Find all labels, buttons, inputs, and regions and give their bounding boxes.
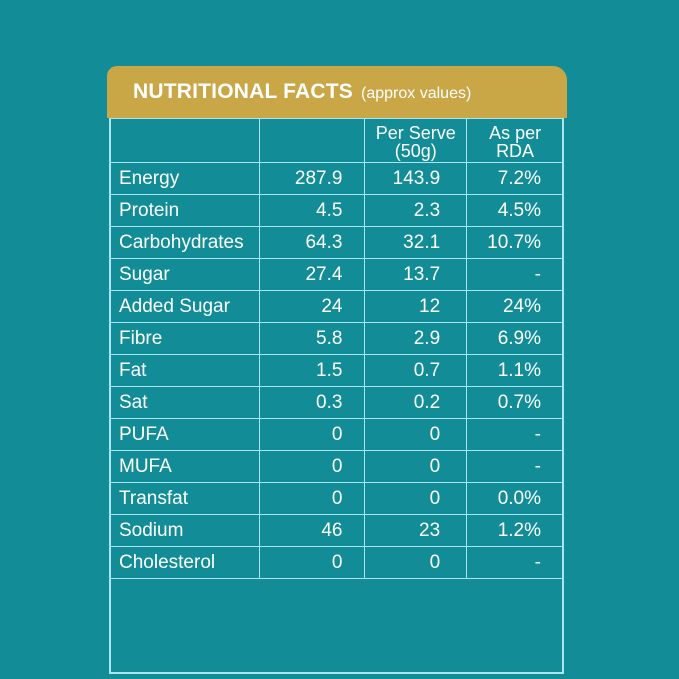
nutrient-name: Carbohydrates xyxy=(109,226,260,259)
table-row: Added Sugar 24 12 24% xyxy=(109,290,564,323)
value-rda: 24% xyxy=(466,290,564,323)
value-rda: 6.9% xyxy=(466,322,564,355)
nutrient-name: Protein xyxy=(109,194,260,227)
value-per-serve: 0.7 xyxy=(364,354,468,387)
nutrient-name: Sodium xyxy=(109,514,260,547)
value-per-100: 0 xyxy=(258,482,366,515)
value-per-serve: 2.3 xyxy=(364,194,468,227)
value-rda: 0.7% xyxy=(466,386,564,419)
column-header-per-serve: Per Serve (50g) xyxy=(364,118,468,163)
table-row: Fat 1.5 0.7 1.1% xyxy=(109,354,564,387)
nutrient-name: Fibre xyxy=(109,322,260,355)
value-rda: 0.0% xyxy=(466,482,564,515)
table-row: Protein 4.5 2.3 4.5% xyxy=(109,194,564,227)
nutrition-header: NUTRITIONAL FACTS (approx values) xyxy=(107,66,567,118)
nutrition-rows: Energy 287.9 143.9 7.2% Protein 4.5 2.3 4.5% Car… xyxy=(109,162,564,579)
table-row: Energy 287.9 143.9 7.2% xyxy=(109,162,564,195)
value-per-serve: 0 xyxy=(364,482,468,515)
table-row: PUFA 0 0- xyxy=(109,418,564,451)
value-per-100: 4.5 xyxy=(258,194,366,227)
value-rda: - xyxy=(466,450,564,483)
value-per-100: 287.9 xyxy=(258,162,366,195)
nutrient-name: Energy xyxy=(109,162,260,195)
column-header-rda: As per RDA xyxy=(466,118,564,163)
value-rda: 4.5% xyxy=(466,194,564,227)
nutrition-subtitle: (approx values) xyxy=(361,84,472,102)
value-rda: - xyxy=(466,418,564,451)
value-per-100: 27.4 xyxy=(258,258,366,291)
table-row: Fibre 5.8 2.9 6.9% xyxy=(109,322,564,355)
column-header-per-100 xyxy=(258,118,366,163)
nutrition-table: Per Serve (50g) As per RDA Energy 287.9 14… xyxy=(109,118,564,579)
value-per-serve: 0 xyxy=(364,450,468,483)
table-row: Transfat 0 0 0.0% xyxy=(109,482,564,515)
nutrient-name: Fat xyxy=(109,354,260,387)
table-row: Sugar 27.4 13.7- xyxy=(109,258,564,291)
value-rda: 1.2% xyxy=(466,514,564,547)
nutrient-name: MUFA xyxy=(109,450,260,483)
value-per-100: 5.8 xyxy=(258,322,366,355)
value-rda: - xyxy=(466,546,564,579)
per-serve-line1: Per Serve xyxy=(375,123,456,143)
nutrition-card: NUTRITIONAL FACTS (approx values) Per Se… xyxy=(107,66,567,674)
per-serve-line2: (50g) xyxy=(394,141,437,161)
value-rda: 1.1% xyxy=(466,354,564,387)
value-per-100: 0 xyxy=(258,450,366,483)
nutrition-table-frame: Per Serve (50g) As per RDA Energy 287.9 14… xyxy=(109,118,564,674)
value-per-serve: 12 xyxy=(364,290,468,323)
table-row: Cholesterol 0 0- xyxy=(109,546,564,579)
rda-line1: As per xyxy=(489,123,542,143)
value-per-100: 1.5 xyxy=(258,354,366,387)
nutrition-title: NUTRITIONAL FACTS xyxy=(133,80,354,103)
value-rda: - xyxy=(466,258,564,291)
value-per-100: 46 xyxy=(258,514,366,547)
value-per-serve: 23 xyxy=(364,514,468,547)
value-per-100: 0.3 xyxy=(258,386,366,419)
rda-line2: RDA xyxy=(496,141,535,161)
nutrient-name: Transfat xyxy=(109,482,260,515)
value-per-serve: 0.2 xyxy=(364,386,468,419)
table-row: Carbohydrates 64.3 32.1 10.7% xyxy=(109,226,564,259)
table-row: Sodium 46 23 1.2% xyxy=(109,514,564,547)
value-per-100: 0 xyxy=(258,546,366,579)
value-per-serve: 2.9 xyxy=(364,322,468,355)
table-row: MUFA 0 0- xyxy=(109,450,564,483)
value-per-serve: 13.7 xyxy=(364,258,468,291)
value-per-serve: 32.1 xyxy=(364,226,468,259)
value-rda: 10.7% xyxy=(466,226,564,259)
value-per-100: 0 xyxy=(258,418,366,451)
column-header-nutrient xyxy=(109,118,260,163)
nutrient-name: Sugar xyxy=(109,258,260,291)
value-per-serve: 143.9 xyxy=(364,162,468,195)
value-per-100: 64.3 xyxy=(258,226,366,259)
value-per-serve: 0 xyxy=(364,418,468,451)
nutrient-name: Cholesterol xyxy=(109,546,260,579)
value-rda: 7.2% xyxy=(466,162,564,195)
nutrient-name: Added Sugar xyxy=(109,290,260,323)
table-row: Sat 0.3 0.2 0.7% xyxy=(109,386,564,419)
nutrient-name: Sat xyxy=(109,386,260,419)
value-per-100: 24 xyxy=(258,290,366,323)
value-per-serve: 0 xyxy=(364,546,468,579)
nutrient-name: PUFA xyxy=(109,418,260,451)
table-header-row: Per Serve (50g) As per RDA xyxy=(109,118,564,163)
